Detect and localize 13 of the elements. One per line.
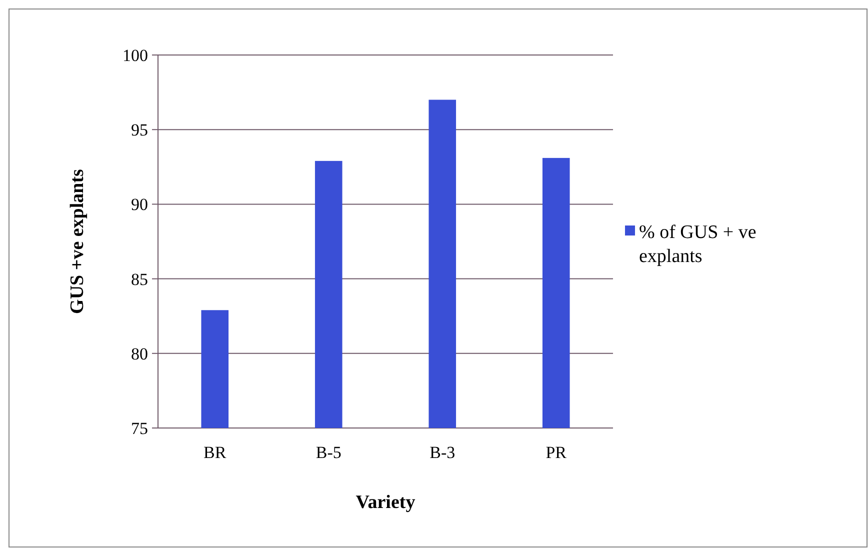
y-tick-label: 90 <box>131 195 148 214</box>
y-axis-title: GUS +ve explants <box>67 169 88 314</box>
x-tick-label: BR <box>204 443 227 462</box>
x-tick-label: B-3 <box>430 443 456 462</box>
x-tick-label: B-5 <box>316 443 342 462</box>
y-tick-label: 95 <box>131 120 148 140</box>
x-tick-label: PR <box>546 443 568 462</box>
y-tick-label: 75 <box>131 418 148 438</box>
y-tick-label: 100 <box>122 46 148 65</box>
x-axis-title: Variety <box>356 492 416 513</box>
y-tick-label: 85 <box>131 270 148 289</box>
y-tick-label: 80 <box>131 344 148 364</box>
legend-label: % of GUS + ve explants <box>639 222 756 267</box>
